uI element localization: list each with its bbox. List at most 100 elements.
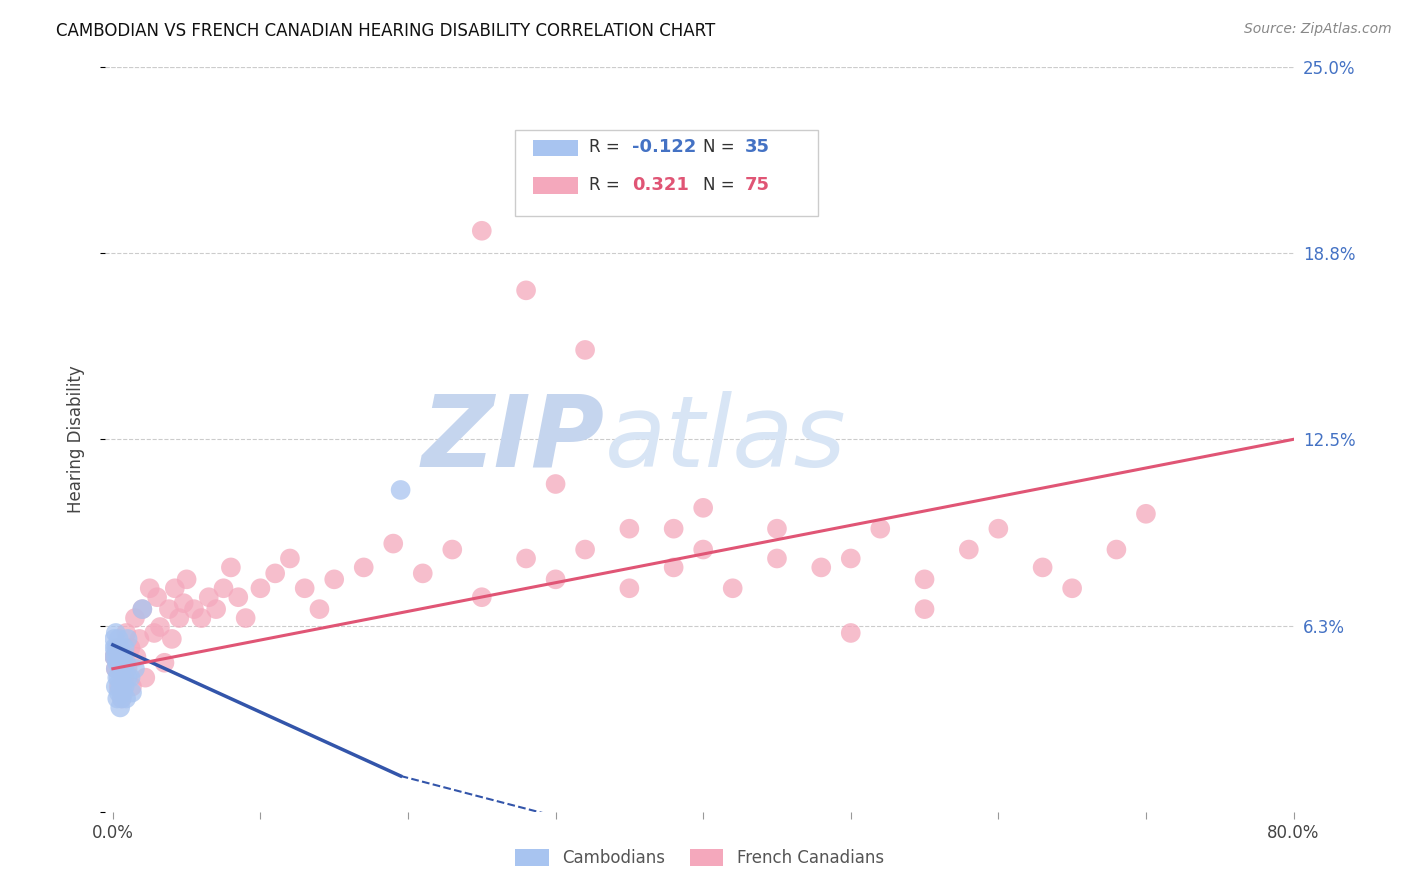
Point <box>619 582 641 596</box>
Point <box>115 656 138 670</box>
Point <box>160 632 183 646</box>
Point <box>278 551 301 566</box>
Point <box>163 582 186 596</box>
Point <box>619 522 641 536</box>
Text: atlas: atlas <box>605 391 846 488</box>
Point <box>264 566 287 581</box>
Point <box>1135 507 1157 521</box>
Point <box>134 671 156 685</box>
Point <box>105 640 128 655</box>
Point <box>190 611 212 625</box>
Point <box>957 542 980 557</box>
Point <box>219 560 242 574</box>
Point <box>112 649 135 664</box>
Point <box>103 632 125 646</box>
Point <box>117 662 139 676</box>
Point <box>308 602 330 616</box>
Point <box>108 662 131 676</box>
Point <box>149 620 172 634</box>
Point <box>235 611 257 625</box>
Point <box>111 691 134 706</box>
Point <box>125 649 148 664</box>
Point <box>389 483 412 497</box>
Point <box>115 626 138 640</box>
Text: 75: 75 <box>745 176 769 194</box>
Point <box>108 680 131 694</box>
Point <box>574 542 596 557</box>
Point <box>412 566 434 581</box>
Text: 35: 35 <box>745 138 769 156</box>
Point <box>205 602 228 616</box>
FancyBboxPatch shape <box>533 178 578 194</box>
Point <box>131 602 153 616</box>
Point <box>108 640 131 655</box>
Point <box>131 602 153 616</box>
Point <box>104 662 127 676</box>
Point <box>107 680 129 694</box>
Point <box>574 343 596 357</box>
FancyBboxPatch shape <box>516 130 818 216</box>
Point <box>107 685 129 699</box>
Point <box>323 572 346 586</box>
Point <box>721 582 744 596</box>
Text: -0.122: -0.122 <box>631 138 696 156</box>
Point <box>120 640 142 655</box>
Point <box>766 551 789 566</box>
Point <box>128 632 150 646</box>
Point <box>176 572 198 586</box>
Point <box>987 522 1010 536</box>
Point <box>108 700 131 714</box>
Point <box>146 591 169 605</box>
Point <box>441 542 464 557</box>
Point <box>112 685 135 699</box>
Point <box>105 671 128 685</box>
Point <box>1032 560 1054 574</box>
Point <box>914 572 936 586</box>
Text: Source: ZipAtlas.com: Source: ZipAtlas.com <box>1244 22 1392 37</box>
Point <box>662 560 685 574</box>
Point <box>515 284 537 298</box>
Point <box>107 671 129 685</box>
Text: N =: N = <box>703 176 740 194</box>
Point <box>1105 542 1128 557</box>
Point <box>544 572 567 586</box>
Point <box>120 671 142 685</box>
Point <box>111 691 134 706</box>
Point <box>544 477 567 491</box>
Point <box>114 640 136 655</box>
Point <box>105 691 128 706</box>
Point <box>914 602 936 616</box>
Point <box>471 591 494 605</box>
Point <box>115 691 138 706</box>
Point <box>107 632 129 646</box>
Point <box>839 551 862 566</box>
Point <box>121 685 143 699</box>
Point <box>353 560 375 574</box>
Point <box>121 680 143 694</box>
Point <box>197 591 219 605</box>
Point <box>114 680 136 694</box>
Point <box>249 582 271 596</box>
Point <box>103 649 125 664</box>
Point <box>810 560 832 574</box>
Point <box>112 649 135 664</box>
Point <box>104 680 127 694</box>
Point <box>515 551 537 566</box>
Point <box>104 649 127 664</box>
Point <box>103 640 125 655</box>
Point <box>294 582 316 596</box>
Point <box>111 649 134 664</box>
Point <box>107 649 129 664</box>
Point <box>114 671 136 685</box>
Point <box>104 662 127 676</box>
Point <box>839 626 862 640</box>
Point <box>124 611 146 625</box>
Point <box>212 582 235 596</box>
Point <box>382 536 405 550</box>
Point <box>157 602 180 616</box>
Point <box>105 656 128 670</box>
Point <box>103 649 125 664</box>
Point <box>1062 582 1084 596</box>
Point <box>124 662 146 676</box>
Point <box>766 522 789 536</box>
